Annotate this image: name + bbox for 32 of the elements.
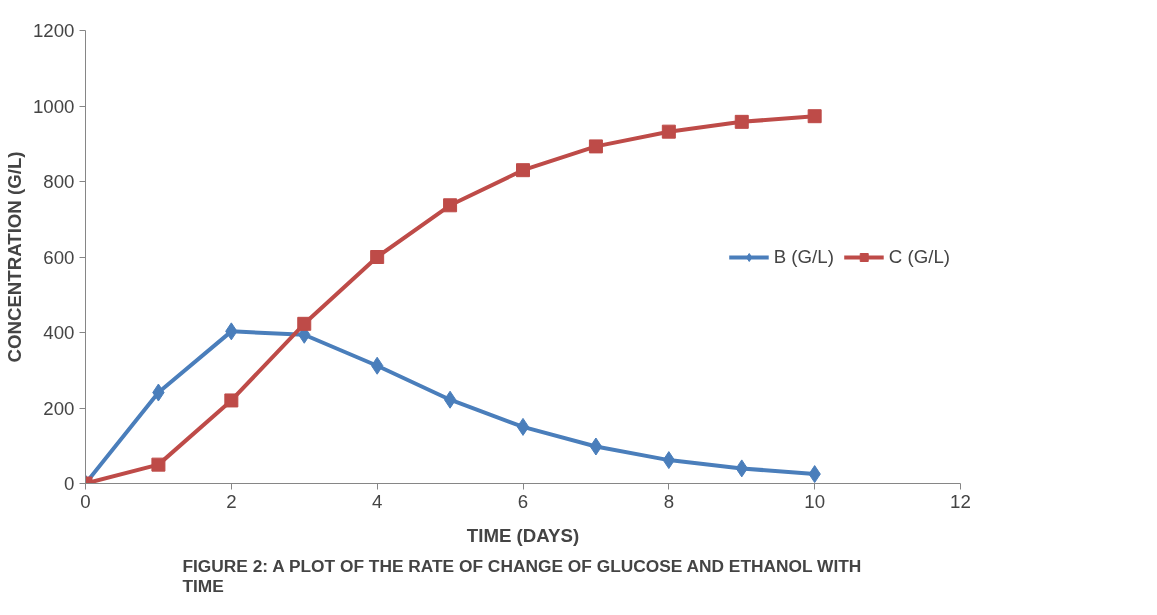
y-tick-label: 600 [43,246,75,268]
x-tick-label: 2 [226,490,237,512]
x-tick-label: 12 [950,490,971,512]
x-tick-label: 8 [663,490,675,512]
x-tick-label: 10 [804,490,826,512]
y-tick-label: 1000 [33,95,75,117]
x-tick-label: 4 [371,490,383,512]
y-tick-label: 1200 [33,20,75,41]
x-tick-label: 0 [80,490,91,512]
y-tick-label: 200 [43,397,75,419]
point [151,457,166,472]
legend-label: B (G/L) [773,245,834,268]
point [297,316,312,331]
x-tick-label: 6 [517,490,529,512]
point [443,390,457,409]
x-axis-title: TIME (DAYS) [466,524,580,546]
point [370,250,385,264]
point [807,109,822,124]
y-tick-label: 400 [43,322,75,343]
point [589,437,603,456]
y-axis-title: CONCENTRATION (G/L) [4,151,25,363]
point [516,417,530,436]
text: FIGURE 2: A PLOT OF THE RATE OF CHANGE OF GLUCOSE AND ETHANOL WITH TIME [182,555,862,596]
point [734,114,749,129]
point [443,198,458,213]
point [516,163,530,178]
point [661,124,676,139]
y-tick-label: 800 [43,171,75,192]
point [224,393,239,408]
legend-label: C (G/L) [888,245,950,268]
point [588,139,603,154]
y-tick-label: 0 [64,473,75,494]
